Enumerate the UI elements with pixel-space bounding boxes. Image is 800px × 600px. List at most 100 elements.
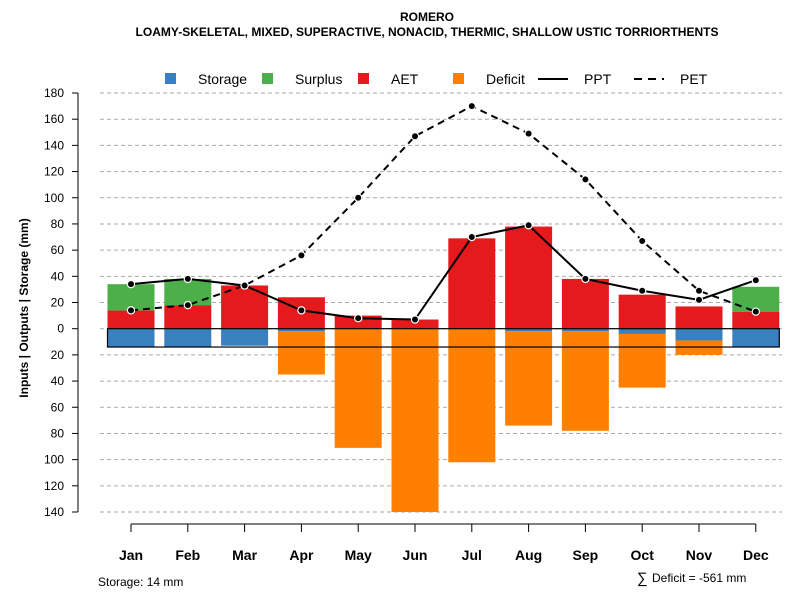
ppt-line-point <box>354 314 363 323</box>
aet-bar <box>107 310 155 329</box>
pet-line <box>130 104 757 313</box>
storage-bar <box>277 328 325 332</box>
legend-label-storage: Storage <box>198 71 247 87</box>
storage-capacity-box-layer <box>106 328 780 348</box>
ppt-line-point <box>581 274 590 284</box>
y-tick-label: 140 <box>44 138 64 152</box>
ppt-line-point <box>183 274 192 284</box>
storage-bar <box>164 328 212 348</box>
y-tick-label: 20 <box>51 348 65 362</box>
x-tick-label: Mar <box>232 547 257 563</box>
ppt-line-point <box>297 306 306 315</box>
legend-swatch-surplus <box>262 73 273 84</box>
ppt-line-point <box>751 276 761 285</box>
deficit-bar <box>675 340 723 355</box>
storage-bar <box>732 328 780 348</box>
pet-line-point <box>467 101 476 111</box>
storage-bar <box>505 328 553 332</box>
deficit-bar <box>505 331 553 426</box>
storage-annotation: Storage: 14 mm <box>98 575 183 589</box>
x-tick-label: Sep <box>573 547 599 563</box>
x-tick-label: Oct <box>631 547 655 563</box>
aet-bar <box>675 306 723 329</box>
y-tick-label: 80 <box>51 426 65 440</box>
ppt-line-point <box>467 232 476 242</box>
y-tick-label: 40 <box>51 374 65 388</box>
x-tick-label: Dec <box>743 547 769 563</box>
ppt-line-point <box>524 221 533 230</box>
ppt-line-point <box>694 295 704 305</box>
y-tick-label: 20 <box>51 296 65 310</box>
storage-bar <box>561 328 609 332</box>
y-axis-label: Inputs | Outputs | Storage (mm) <box>17 218 31 397</box>
chart-subtitle: LOAMY-SKELETAL, MIXED, SUPERACTIVE, NONA… <box>136 25 719 39</box>
x-tick-label: Apr <box>289 547 314 563</box>
deficit-bar <box>334 328 382 448</box>
y-tick-label: 160 <box>44 112 64 126</box>
gridlines <box>100 92 782 513</box>
storage-bar <box>221 328 269 346</box>
x-tick-label: Jun <box>403 547 428 563</box>
legend: Storage Surplus AET Deficit PPT PET <box>165 71 708 87</box>
y-tick-label: 60 <box>51 400 65 414</box>
pet-line-point <box>638 236 647 246</box>
pet-line-point <box>751 307 761 316</box>
x-tick-label: Jan <box>119 547 143 563</box>
legend-swatch-aet <box>358 73 369 84</box>
legend-label-ppt: PPT <box>584 71 612 87</box>
pet-line-point <box>126 306 136 315</box>
legend-swatch-storage <box>165 73 176 84</box>
chart-title: ROMERO <box>400 10 454 24</box>
ppt-line-point <box>638 286 647 295</box>
pet-line-point <box>524 129 533 138</box>
storage-capacity-box <box>106 328 780 348</box>
storage-bar <box>675 328 723 341</box>
pet-line-point <box>410 132 420 141</box>
y-tick-label: 180 <box>44 86 64 100</box>
y-tick-label: 140 <box>44 505 64 519</box>
deficit-sum-symbol: ∑ <box>637 570 648 587</box>
deficit-bar <box>618 333 666 388</box>
pet-line-point <box>581 175 590 184</box>
legend-label-surplus: Surplus <box>295 71 342 87</box>
x-tick-label: May <box>345 547 372 563</box>
x-tick-label: Jul <box>462 547 482 563</box>
pet-line-point <box>297 251 306 260</box>
y-tick-label: 60 <box>51 243 65 257</box>
deficit-bar <box>277 331 325 375</box>
surplus-bar <box>107 284 155 311</box>
x-tick-label: Aug <box>515 547 542 563</box>
aet-bar <box>732 311 780 329</box>
legend-label-pet: PET <box>680 71 708 87</box>
aet-bar <box>448 238 496 329</box>
x-tick-label: Nov <box>686 547 713 563</box>
aet-bar <box>561 278 609 329</box>
aet-bar <box>391 319 439 329</box>
legend-label-aet: AET <box>391 71 419 87</box>
aet-bar <box>164 305 212 329</box>
aet-bar <box>618 294 666 329</box>
y-tick-label: 40 <box>51 269 65 283</box>
pet-line-point <box>694 286 704 295</box>
pet-line-point <box>354 193 363 202</box>
y-tick-label: 100 <box>44 453 64 467</box>
deficit-annotation: Deficit = -561 mm <box>652 571 746 585</box>
deficit-bar <box>448 328 496 463</box>
y-tick-label: 120 <box>44 479 64 493</box>
x-tick-label: Feb <box>175 547 200 563</box>
deficit-bar <box>561 331 609 431</box>
deficit-bar <box>391 328 439 512</box>
ppt-line-point <box>240 281 249 290</box>
ppt-line <box>130 224 757 321</box>
bars <box>107 226 780 512</box>
y-tick-label: 100 <box>44 191 64 205</box>
y-tick-label: 80 <box>51 217 65 231</box>
storage-bar <box>618 328 666 334</box>
legend-label-deficit: Deficit <box>486 71 525 87</box>
aet-bar <box>505 226 553 329</box>
ppt-line-point <box>410 315 420 324</box>
ppt-line-point <box>126 279 136 289</box>
pet-line-point <box>183 300 192 310</box>
y-tick-label: 0 <box>57 322 64 336</box>
